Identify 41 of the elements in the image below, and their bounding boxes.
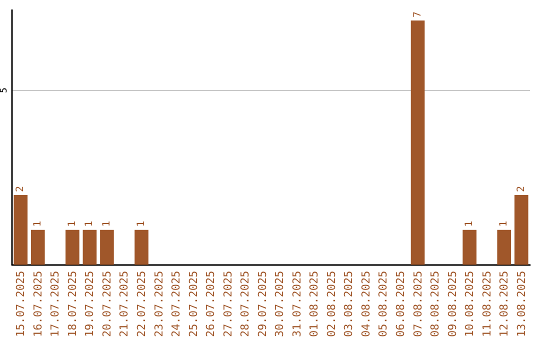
- x-tick-label: 27.07.2025: [221, 270, 234, 338]
- x-tick-label: 24.07.2025: [170, 270, 183, 338]
- x-tick-label: 11.08.2025: [480, 270, 494, 338]
- x-tick-label: 23.07.2025: [152, 270, 166, 338]
- data-label: 1: [101, 220, 112, 227]
- x-tick-label: 22.07.2025: [135, 270, 148, 338]
- x-tick-label: 03.08.2025: [342, 270, 356, 338]
- x-tick-label: 29.07.2025: [256, 270, 269, 338]
- x-tick-label: 31.07.2025: [290, 270, 304, 338]
- data-label: 7: [412, 11, 424, 18]
- data-label: 1: [136, 220, 147, 227]
- x-tick-label: 10.08.2025: [463, 270, 476, 338]
- data-label: 2: [516, 186, 527, 192]
- x-tick-label: 16.07.2025: [31, 270, 44, 338]
- x-tick-label: 09.08.2025: [446, 270, 459, 338]
- x-tick-label: 28.07.2025: [238, 270, 252, 338]
- x-tick-label: 20.07.2025: [100, 270, 114, 338]
- data-label: 1: [498, 220, 510, 227]
- data-label: 1: [464, 220, 476, 227]
- y-tick-label: 5: [0, 88, 10, 93]
- x-tick-label: 05.08.2025: [376, 270, 390, 338]
- x-tick-label: 01.08.2025: [308, 270, 321, 338]
- data-label: 1: [84, 220, 96, 227]
- x-tick-label: 18.07.2025: [66, 270, 79, 338]
- x-tick-label: 15.07.2025: [14, 270, 28, 338]
- x-tick-label: 21.07.2025: [118, 270, 131, 338]
- x-tick-label: 04.08.2025: [359, 270, 372, 338]
- x-tick-label: 26.07.2025: [204, 270, 218, 338]
- x-tick-label: 06.08.2025: [394, 270, 407, 338]
- data-label: 1: [66, 220, 78, 227]
- x-tick-label: 17.07.2025: [48, 270, 62, 338]
- x-tick-label: 07.08.2025: [411, 270, 424, 338]
- x-tick-label: 08.08.2025: [428, 270, 442, 338]
- x-tick-label: 12.08.2025: [498, 270, 511, 338]
- x-tick-label: 30.07.2025: [273, 270, 286, 338]
- data-label: 2: [15, 186, 26, 192]
- x-tick-label: 25.07.2025: [186, 270, 200, 338]
- data-label: 1: [32, 220, 44, 227]
- x-tick-label: 02.08.2025: [324, 270, 338, 338]
- x-tick-label: 13.08.2025: [514, 270, 528, 338]
- x-tick-label: 19.07.2025: [83, 270, 96, 338]
